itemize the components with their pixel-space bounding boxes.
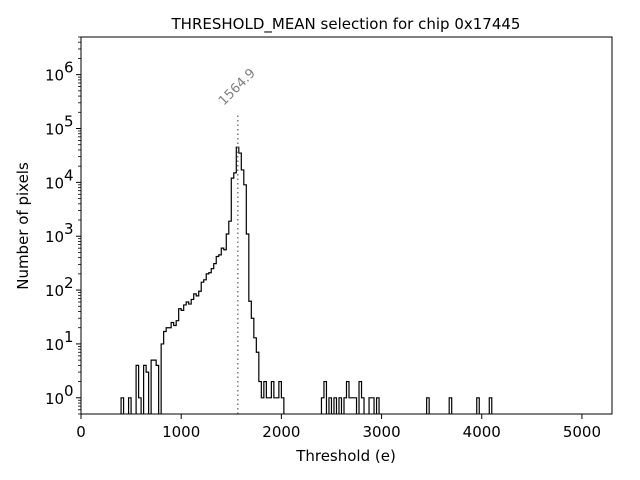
x-tick-label: 1000 [162,423,200,441]
y-tick-label: 10 [45,282,64,300]
axes-frame [80,36,613,415]
y-tick-label: 10 [45,336,64,354]
y-tick-exponent: 3 [64,220,74,238]
chart-title: THRESHOLD_MEAN selection for chip 0x1744… [171,15,521,34]
y-tick-label: 10 [45,174,64,192]
y-tick-exponent: 2 [64,274,74,292]
y-tick-exponent: 1 [64,328,74,346]
x-tick-label: 0 [76,423,86,441]
x-tick-label: 5000 [563,423,601,441]
x-axis-label: Threshold (e) [295,447,396,465]
x-tick-label: 2000 [262,423,300,441]
y-tick-exponent: 6 [64,59,74,77]
x-tick-label: 3000 [362,423,400,441]
y-tick-label: 10 [45,67,64,85]
y-tick-label: 10 [45,121,64,139]
y-tick-label: 10 [45,390,64,408]
x-tick-label: 4000 [463,423,501,441]
y-tick-exponent: 0 [64,382,74,400]
y-axis-label: Number of pixels [14,162,32,290]
y-tick-exponent: 4 [64,166,74,184]
y-tick-exponent: 5 [64,113,74,131]
histogram-step [120,146,493,414]
y-tick-label: 10 [45,228,64,246]
